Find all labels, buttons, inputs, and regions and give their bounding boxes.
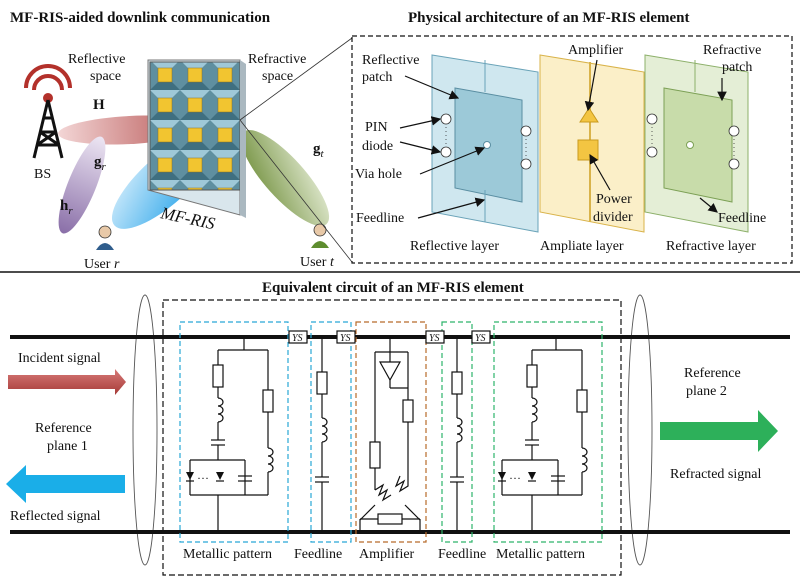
refracted-signal-arrow xyxy=(660,410,778,452)
svg-text:YS: YS xyxy=(475,333,486,344)
metallic-pattern-left-box xyxy=(179,321,289,543)
channel-h-r-label: hr xyxy=(60,198,73,217)
reference-plane-2-ellipse xyxy=(627,294,653,566)
metallic-pattern-left-label: Metallic pattern xyxy=(183,547,272,562)
svg-text:YS: YS xyxy=(292,333,303,344)
metallic-pattern-right-label: Metallic pattern xyxy=(496,547,585,562)
power-divider-line1: Power xyxy=(596,192,632,207)
right-panel-title: Physical architecture of an MF-RIS eleme… xyxy=(408,10,689,26)
pin-diode-line2: diode xyxy=(362,139,393,154)
metallic-pattern-right-circuit: ··· xyxy=(498,337,588,532)
feedline-right-box xyxy=(441,321,473,543)
feedline-left-circuit xyxy=(315,337,329,532)
svg-text:···: ··· xyxy=(197,471,209,485)
svg-text:YS: YS xyxy=(340,333,351,344)
mf-ris-label: MF-RIS xyxy=(158,203,217,233)
refractive-space-line1: Refractive xyxy=(248,52,306,67)
refractive-space-line2: space xyxy=(262,69,293,84)
reference-plane-1-ellipse xyxy=(132,294,158,566)
channel-g-t-label: gt xyxy=(313,141,325,160)
reflective-patch-line2: patch xyxy=(362,70,392,85)
amplifier-box xyxy=(355,321,427,543)
channel-H-label: H xyxy=(93,97,105,113)
refractive-layer xyxy=(644,54,749,233)
refractive-patch-line2: patch xyxy=(722,60,752,75)
circuit-title: Equivalent circuit of an MF-RIS element xyxy=(262,280,524,296)
power-divider-line2: divider xyxy=(593,210,633,225)
feedline-right-section-label: Feedline xyxy=(438,547,486,562)
reference-plane-2-line1: Reference xyxy=(684,366,741,381)
zoom-line-top xyxy=(239,37,353,121)
feedline-right-label: Feedline xyxy=(718,211,766,226)
incident-signal-label: Incident signal xyxy=(18,351,101,366)
svg-text:···: ··· xyxy=(509,471,521,485)
ampliate-layer-label: Ampliate layer xyxy=(540,239,624,254)
pin-diode-line1: PIN xyxy=(365,120,388,135)
physical-arch-box xyxy=(351,35,793,264)
refractive-layer-label: Refractive layer xyxy=(666,239,756,254)
reference-plane-1-line1: Reference xyxy=(35,421,92,436)
reflective-layer-label: Reflective layer xyxy=(410,239,499,254)
amplifier-circuit xyxy=(359,337,421,532)
feedline-left-box xyxy=(310,321,352,543)
user-r-label: User r xyxy=(84,257,120,272)
reference-plane-1-line2: plane 1 xyxy=(47,439,88,454)
circuit-outer-box xyxy=(162,299,622,576)
user-t-label: User t xyxy=(300,255,335,270)
feedline-left-label: Feedline xyxy=(356,211,404,226)
base-station-icon xyxy=(24,64,72,159)
feedline-right-circuit xyxy=(450,337,464,532)
reflective-patch-line1: Reflective xyxy=(362,53,420,68)
ys-boxes: YS YS YS YS xyxy=(288,330,491,344)
user-t-icon xyxy=(311,223,329,248)
pin-diode-icons xyxy=(440,113,740,170)
ampliate-layer xyxy=(539,54,645,233)
mf-ris-panel xyxy=(147,59,246,218)
reflective-layer xyxy=(431,54,539,233)
bs-label: BS xyxy=(34,167,51,182)
refracted-signal-label: Refracted signal xyxy=(670,467,761,482)
refractive-patch-line1: Refractive xyxy=(703,43,761,58)
feedline-left-section-label: Feedline xyxy=(294,547,342,562)
user-r-icon xyxy=(96,225,114,250)
svg-text:YS: YS xyxy=(429,333,440,344)
metallic-pattern-right-box xyxy=(493,321,603,543)
left-panel-title: MF-RIS-aided downlink communication xyxy=(10,10,271,26)
channel-g-r-label: gr xyxy=(94,154,107,173)
amplifier-top-label: Amplifier xyxy=(568,43,624,58)
zoom-line-bottom xyxy=(239,119,353,263)
reflected-signal-label: Reflected signal xyxy=(10,509,101,524)
via-hole-label: Via hole xyxy=(355,167,402,182)
amplifier-section-label: Amplifier xyxy=(359,547,415,562)
reflective-space-line2: space xyxy=(90,69,121,84)
reference-plane-2-line2: plane 2 xyxy=(686,384,727,399)
reflected-signal-arrow xyxy=(6,465,125,503)
metallic-pattern-left-circuit: ··· xyxy=(186,337,274,532)
reflective-space-line1: Reflective xyxy=(68,52,126,67)
beam-g-t xyxy=(240,130,330,226)
beam-h-r xyxy=(58,136,106,234)
incident-signal-arrow xyxy=(8,369,126,395)
